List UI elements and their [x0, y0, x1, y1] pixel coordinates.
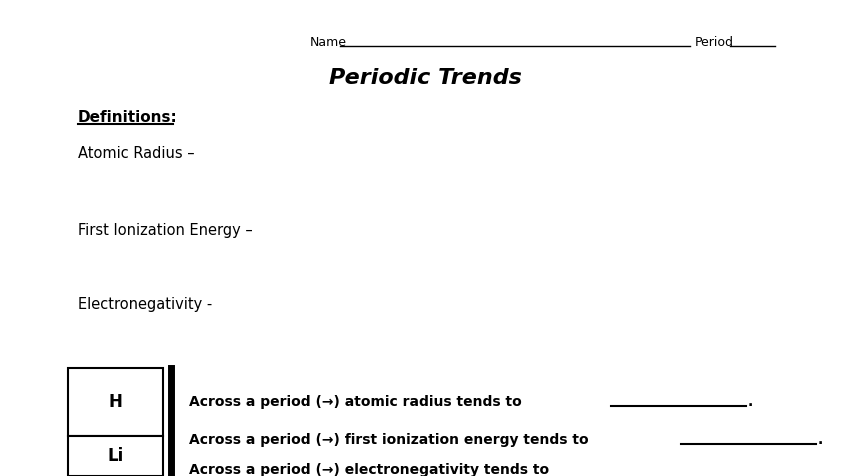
Text: Atomic Radius –: Atomic Radius –: [78, 146, 195, 160]
Bar: [68, 368, 163, 436]
Text: .: .: [748, 395, 753, 409]
Text: .: .: [818, 433, 824, 447]
Text: Across a period (→) electronegativity tends to: Across a period (→) electronegativity te…: [189, 463, 549, 476]
Text: Across a period (→) atomic radius tends to: Across a period (→) atomic radius tends …: [189, 395, 522, 409]
Text: H: H: [109, 393, 122, 411]
Text: Name: Name: [310, 37, 347, 50]
Text: First Ionization Energy –: First Ionization Energy –: [78, 222, 252, 238]
Text: Period: Period: [695, 37, 734, 50]
Text: Across a period (→) first ionization energy tends to: Across a period (→) first ionization ene…: [189, 433, 588, 447]
Text: Periodic Trends: Periodic Trends: [329, 68, 521, 88]
Text: Electronegativity -: Electronegativity -: [78, 298, 212, 313]
Text: Definitions:: Definitions:: [78, 110, 178, 126]
Text: Li: Li: [107, 447, 123, 465]
Bar: [68, 436, 163, 476]
